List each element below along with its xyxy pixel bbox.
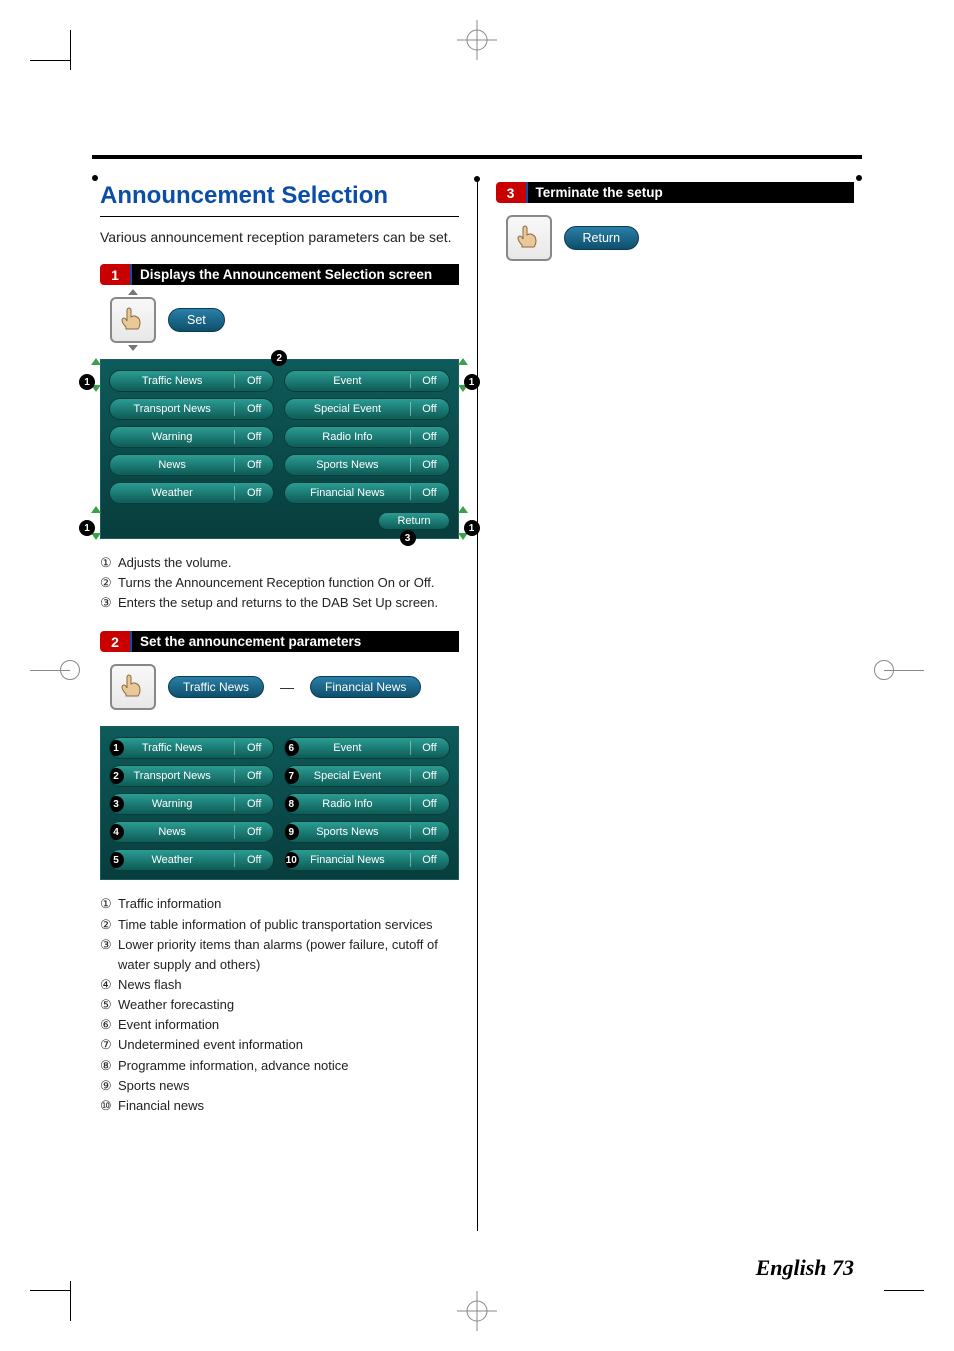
callout-1c: 1: [79, 520, 95, 536]
range-from-button[interactable]: Traffic News: [168, 676, 264, 698]
toggle-traffic-news[interactable]: Traffic NewsOff: [109, 370, 274, 392]
step-label: Displays the Announcement Selection scre…: [130, 264, 459, 285]
legend-num: ②: [100, 915, 118, 935]
toggle-news[interactable]: 4NewsOff: [109, 821, 274, 843]
legend-text: Enters the setup and returns to the DAB …: [118, 593, 459, 613]
legend-text: Time table information of public transpo…: [118, 915, 459, 935]
legend-num: ⑩: [100, 1096, 118, 1116]
toggle-traffic-news[interactable]: 1Traffic NewsOff: [109, 737, 274, 759]
toggle-financial-news[interactable]: 10Financial NewsOff: [284, 849, 449, 871]
step-header-2: 2 Set the announcement parameters: [100, 631, 459, 652]
legend-num: ③: [100, 935, 118, 975]
legend-text: Turns the Announcement Reception functio…: [118, 573, 459, 593]
legend-text: Weather forecasting: [118, 995, 459, 1015]
range-dash: —: [276, 679, 298, 695]
footer-lang: English: [756, 1255, 827, 1280]
legend-num: ①: [100, 553, 118, 573]
set-button[interactable]: Set: [168, 308, 225, 332]
toggle-financial-news[interactable]: Financial NewsOff: [284, 482, 449, 504]
legend-text: Traffic information: [118, 894, 459, 914]
step-number: 3: [496, 182, 526, 203]
announcement-params-screen: 1Traffic NewsOff 2Transport NewsOff 3War…: [100, 726, 459, 880]
touch-hand-icon: [506, 215, 552, 261]
step-number: 2: [100, 631, 130, 652]
screen2-legend: ①Traffic information ②Time table informa…: [100, 894, 459, 1116]
toggle-warning[interactable]: 3WarningOff: [109, 793, 274, 815]
footer-page: 73: [832, 1255, 854, 1280]
crop-mark: [60, 660, 80, 680]
step-label: Set the announcement parameters: [130, 631, 459, 652]
legend-text: Event information: [118, 1015, 459, 1035]
callout-1: 1: [79, 374, 95, 390]
legend-text: Undetermined event information: [118, 1035, 459, 1055]
toggle-radio-info[interactable]: Radio InfoOff: [284, 426, 449, 448]
range-to-button[interactable]: Financial News: [310, 676, 421, 698]
announcement-screen: 1 2 1 Traffic NewsOff Transport NewsOff …: [100, 359, 459, 539]
legend-num: ⑥: [100, 1015, 118, 1035]
page-rule: [92, 155, 862, 159]
section-title: Announcement Selection: [100, 180, 459, 217]
legend-num: ④: [100, 975, 118, 995]
touch-hand-icon: [110, 664, 156, 710]
column-divider: [477, 180, 478, 1231]
crop-mark: [884, 1290, 924, 1291]
step-header-3: 3 Terminate the setup: [496, 182, 855, 203]
legend-text: News flash: [118, 975, 459, 995]
toggle-news[interactable]: NewsOff: [109, 454, 274, 476]
legend-text: Programme information, advance notice: [118, 1056, 459, 1076]
toggle-radio-info[interactable]: 8Radio InfoOff: [284, 793, 449, 815]
legend-num: ⑤: [100, 995, 118, 1015]
toggle-transport-news[interactable]: Transport NewsOff: [109, 398, 274, 420]
screen1-legend: ①Adjusts the volume. ②Turns the Announce…: [100, 553, 459, 613]
range-from-label: Traffic News: [183, 680, 249, 694]
crop-mark: [30, 1290, 70, 1291]
crop-mark: [874, 660, 894, 680]
return-button[interactable]: Return: [564, 226, 640, 250]
page-footer: English 73: [756, 1255, 854, 1281]
toggle-sports-news[interactable]: Sports NewsOff: [284, 454, 449, 476]
legend-num: ⑧: [100, 1056, 118, 1076]
legend-num: ③: [100, 593, 118, 613]
toggle-weather[interactable]: 5WeatherOff: [109, 849, 274, 871]
legend-text: Sports news: [118, 1076, 459, 1096]
legend-text: Adjusts the volume.: [118, 553, 459, 573]
legend-num: ①: [100, 894, 118, 914]
return-button[interactable]: Return: [378, 512, 449, 530]
crop-mark: [70, 30, 71, 70]
toggle-sports-news[interactable]: 9Sports NewsOff: [284, 821, 449, 843]
legend-num: ②: [100, 573, 118, 593]
callout-3: 3: [400, 530, 416, 546]
toggle-event[interactable]: 6EventOff: [284, 737, 449, 759]
toggle-weather[interactable]: WeatherOff: [109, 482, 274, 504]
callout-2: 2: [271, 350, 287, 366]
step-number: 1: [100, 264, 130, 285]
registration-mark: [457, 20, 497, 60]
toggle-event[interactable]: EventOff: [284, 370, 449, 392]
toggle-transport-news[interactable]: 2Transport NewsOff: [109, 765, 274, 787]
range-to-label: Financial News: [325, 680, 406, 694]
toggle-special-event[interactable]: 7Special EventOff: [284, 765, 449, 787]
step-label: Terminate the setup: [526, 182, 855, 203]
toggle-warning[interactable]: WarningOff: [109, 426, 274, 448]
crop-mark: [70, 1281, 71, 1321]
registration-mark: [457, 1291, 497, 1331]
legend-num: ⑨: [100, 1076, 118, 1096]
legend-text: Financial news: [118, 1096, 459, 1116]
crop-mark: [30, 60, 70, 61]
toggle-special-event[interactable]: Special EventOff: [284, 398, 449, 420]
step-header-1: 1 Displays the Announcement Selection sc…: [100, 264, 459, 285]
legend-num: ⑦: [100, 1035, 118, 1055]
touch-hand-icon: [110, 297, 156, 343]
section-intro: Various announcement reception parameter…: [100, 227, 459, 248]
legend-text: Lower priority items than alarms (power …: [118, 935, 459, 975]
